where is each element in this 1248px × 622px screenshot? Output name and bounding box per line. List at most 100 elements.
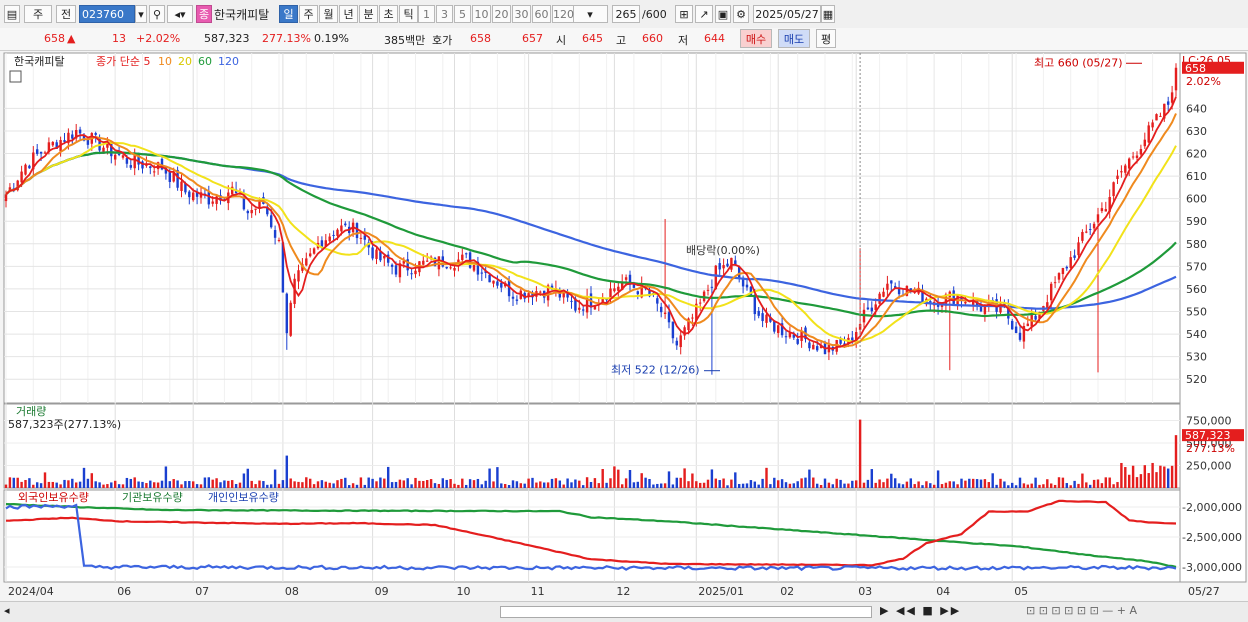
interval-button-6[interactable]: 60 xyxy=(532,5,551,23)
volume-bar xyxy=(324,481,328,488)
volume-bar xyxy=(24,479,27,488)
pyeong-button[interactable]: 평 xyxy=(816,29,836,48)
candle-body xyxy=(422,260,425,265)
interval-button-5[interactable]: 30 xyxy=(512,5,531,23)
volume-bar xyxy=(340,478,343,488)
volume-bar xyxy=(71,478,74,488)
buy-button[interactable]: 매수 xyxy=(740,29,772,48)
interval-select[interactable]: ▾ xyxy=(572,5,608,23)
candle-body xyxy=(16,180,19,191)
sell-button[interactable]: 매도 xyxy=(778,29,810,48)
candle-type-icon[interactable]: ⊞ xyxy=(675,5,693,23)
volume-bar xyxy=(683,468,686,488)
price-panel xyxy=(3,52,1181,404)
period-tab-4[interactable]: 분 xyxy=(359,5,378,23)
volume-bar xyxy=(12,477,16,488)
playback-controls[interactable]: ▶ ◀◀ ■ ▶▶ xyxy=(880,604,962,617)
interval-button-4[interactable]: 20 xyxy=(492,5,511,23)
candle-body xyxy=(492,280,495,284)
volume-bar xyxy=(886,478,889,488)
candle-body xyxy=(394,265,398,275)
candle-body xyxy=(971,299,975,305)
period-tab-0[interactable]: 일 xyxy=(279,5,298,23)
candle-body xyxy=(757,310,760,316)
candle-body xyxy=(574,298,577,311)
volume-bar xyxy=(1151,462,1154,488)
open-label: 시 xyxy=(556,34,567,47)
candle-body xyxy=(78,129,82,134)
code-input[interactable]: 023760 xyxy=(79,5,135,23)
candle-body xyxy=(905,285,909,296)
stock-chart[interactable]: 2024/04 06 07 08 09 10 11 12 2025/01 02 03 04 05 520 5… xyxy=(0,50,1248,601)
candle-body xyxy=(207,192,211,205)
interval-button-3[interactable]: 10 xyxy=(472,5,491,23)
candle-body xyxy=(476,261,480,275)
ma60-line xyxy=(5,151,1177,318)
save-icon[interactable]: ▣ xyxy=(715,5,731,23)
volume-bar xyxy=(1166,468,1170,488)
scrollbar[interactable] xyxy=(500,606,872,618)
volume-bar xyxy=(804,477,807,488)
interval-button-0[interactable]: 1 xyxy=(418,5,435,23)
volume-bar xyxy=(476,478,480,488)
volume-bar xyxy=(975,479,979,488)
candle-body xyxy=(1174,67,1178,91)
candle-body xyxy=(121,155,125,158)
y-tick-label: 590 xyxy=(1186,215,1207,228)
candle-body xyxy=(461,254,464,261)
candle-body xyxy=(780,323,784,336)
gear-icon[interactable]: ⚙ xyxy=(733,5,749,23)
volume-bar xyxy=(406,478,409,488)
volume-bar xyxy=(913,484,916,488)
volume-bar xyxy=(168,481,172,488)
volume-bar xyxy=(410,484,413,488)
candle-body xyxy=(1022,326,1026,342)
date-input[interactable]: 2025/05/27 xyxy=(753,5,821,23)
period-tab-2[interactable]: 월 xyxy=(319,5,338,23)
period-tab-1[interactable]: 주 xyxy=(299,5,318,23)
period-tab-6[interactable]: 틱 xyxy=(399,5,418,23)
last-price-label: 658 xyxy=(1185,62,1206,75)
volume-bar xyxy=(1159,465,1162,488)
volume-bar xyxy=(831,484,835,488)
candle-body xyxy=(410,273,413,275)
candle-body xyxy=(125,158,129,164)
volume-bar xyxy=(827,482,831,488)
scroll-left-icon[interactable]: ◂ xyxy=(4,604,10,617)
candle-body xyxy=(383,255,386,259)
candle-body xyxy=(449,267,452,269)
candle-body xyxy=(110,142,113,157)
code-dropdown-icon[interactable]: ▾ xyxy=(135,5,147,23)
volume-bar xyxy=(956,484,959,488)
volume-bar xyxy=(808,469,811,488)
y-tick-label: 530 xyxy=(1186,351,1207,364)
period-tab-3[interactable]: 년 xyxy=(339,5,358,23)
calendar-icon[interactable]: ▦ xyxy=(821,5,835,23)
candle-body xyxy=(340,225,343,232)
volume-bar xyxy=(780,479,784,488)
menu-icon[interactable]: ▤ xyxy=(4,5,20,23)
interval-button-2[interactable]: 5 xyxy=(454,5,471,23)
count-input[interactable]: 265 xyxy=(612,5,640,23)
type-select[interactable]: 주 xyxy=(24,5,52,23)
candle-body xyxy=(531,292,534,298)
search-icon[interactable]: ⚲ xyxy=(149,5,165,23)
volume-bar xyxy=(1049,483,1053,488)
candle-body xyxy=(1127,158,1131,169)
volume-bar xyxy=(905,481,909,488)
volume-bar xyxy=(617,469,620,488)
prev-button[interactable]: 전 xyxy=(56,5,76,23)
volume-bar xyxy=(1116,482,1119,488)
zoom-tools-icon[interactable]: ⊡ ⊡ ⊡ ⊡ ⊡ ⊡ — + A xyxy=(1026,604,1138,617)
speaker-icon[interactable]: ◂▾ xyxy=(167,5,193,23)
volume-bar xyxy=(266,484,269,488)
interval-button-7[interactable]: 120 xyxy=(552,5,574,23)
volume-bar xyxy=(948,481,952,488)
interval-button-1[interactable]: 3 xyxy=(436,5,453,23)
line-tool-icon[interactable]: ↗ xyxy=(695,5,713,23)
volume-bar xyxy=(156,482,160,488)
volume-bar xyxy=(815,483,819,488)
volume-bar xyxy=(246,468,250,488)
count-max: /600 xyxy=(642,8,667,21)
period-tab-5[interactable]: 초 xyxy=(379,5,398,23)
